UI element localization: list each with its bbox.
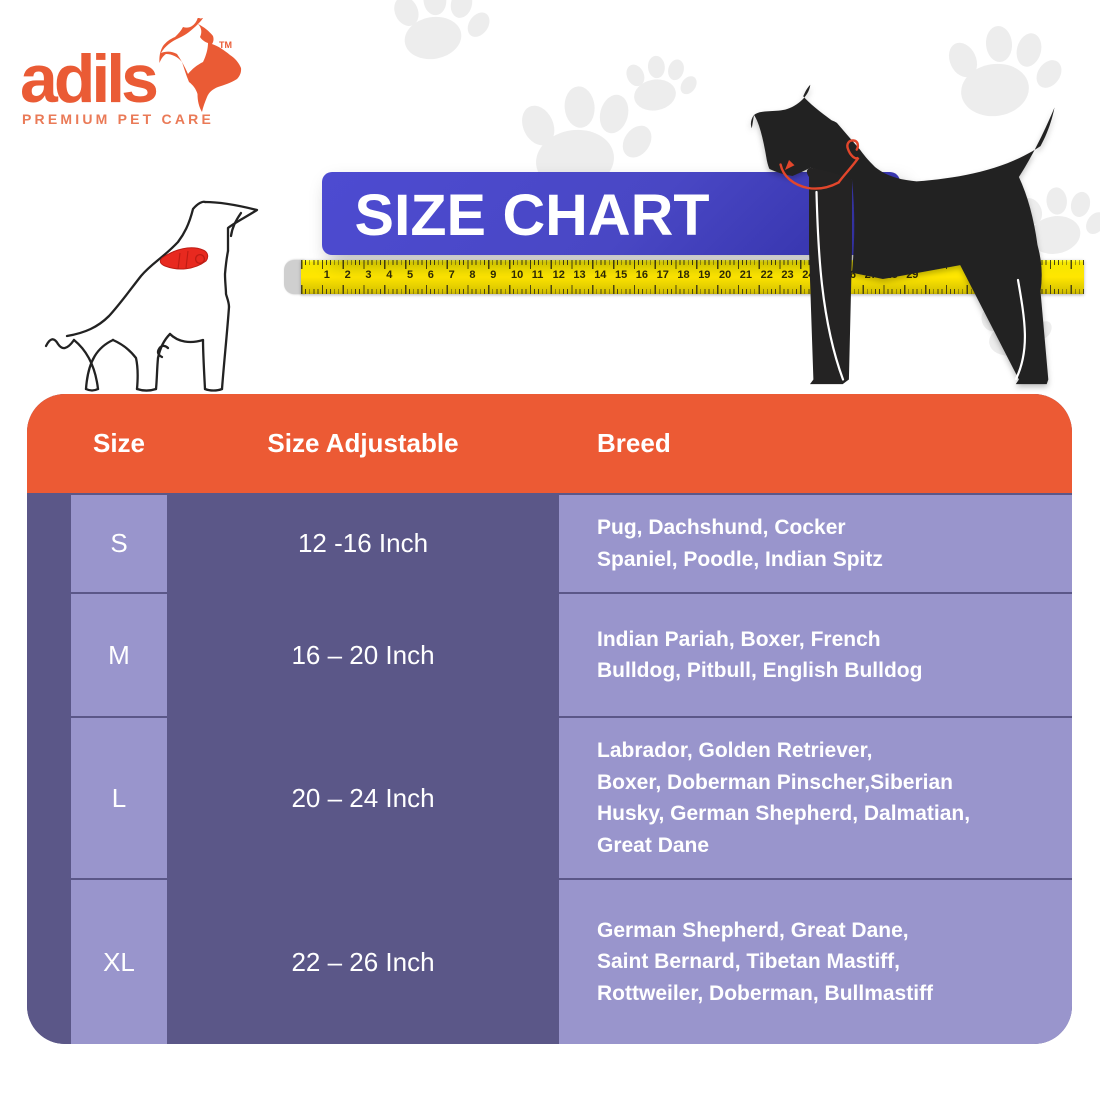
svg-text:TM: TM [219, 40, 232, 50]
svg-text:adils: adils [20, 41, 157, 117]
svg-text:PREMIUM PET CARE: PREMIUM PET CARE [22, 111, 214, 127]
